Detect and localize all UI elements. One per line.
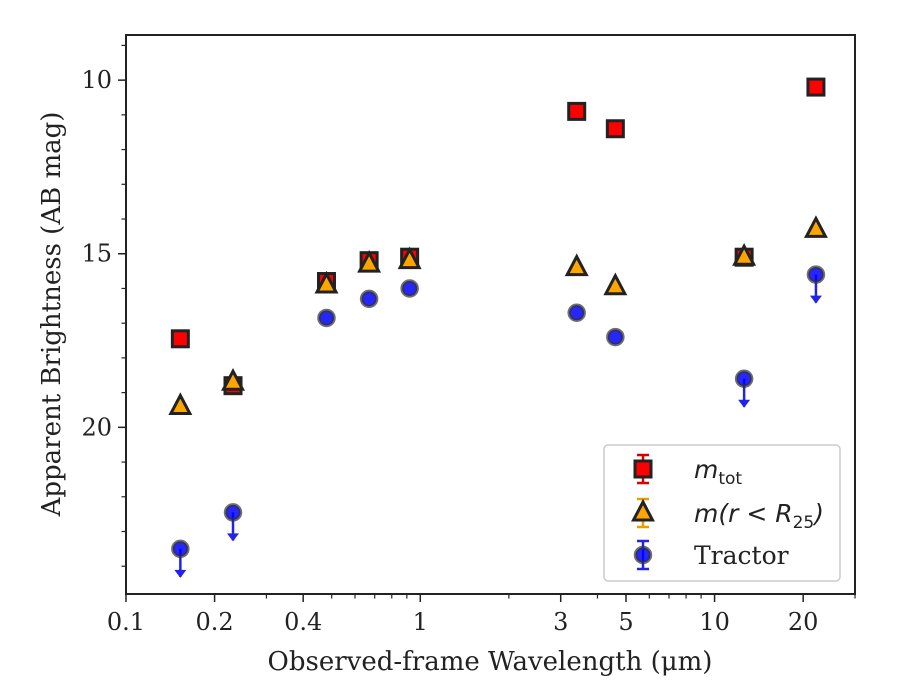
upper-limit-arrow-head	[227, 533, 240, 542]
x-tick-label: 0.4	[284, 608, 322, 636]
series-1-point	[732, 242, 757, 266]
legend-label-mr25-main: m(r < R	[694, 499, 793, 528]
data-marks	[168, 77, 828, 578]
series-1-point	[603, 272, 628, 296]
series-0-point	[605, 119, 625, 139]
series-2-point	[317, 308, 336, 328]
series-0-point	[567, 101, 587, 121]
y-tick-label: 15	[81, 240, 112, 268]
series-1-point	[168, 392, 193, 416]
x-tick-label: 10	[699, 608, 730, 636]
series-1-point	[803, 215, 828, 238]
series-2-point	[734, 369, 754, 388]
series-2-point	[171, 539, 190, 559]
x-tick-label: 5	[618, 608, 633, 636]
series-2-point	[806, 265, 826, 284]
legend-label-mtot: mtot	[694, 455, 742, 489]
legend-label-mtot-sub: tot	[718, 469, 742, 489]
series-2-point	[223, 503, 243, 522]
x-tick-label: 0.1	[107, 608, 145, 636]
series-1-point	[357, 249, 382, 273]
legend-label-mr25-close: )	[812, 499, 824, 528]
series-2-point	[606, 327, 625, 347]
legend-box	[603, 444, 841, 582]
legend-label-mr25-sub: 25	[793, 513, 815, 533]
legend-marker-0	[633, 459, 653, 479]
legend-label-mr25: m(r < R25)	[694, 499, 824, 533]
series-2-point	[400, 279, 419, 298]
x-tick-label: 1	[413, 608, 428, 636]
y-tick-label: 20	[81, 413, 112, 441]
series-1-point	[397, 246, 422, 270]
x-tick-label: 20	[788, 608, 819, 636]
upper-limit-arrow-head	[174, 569, 187, 578]
upper-limit-arrow-head	[738, 399, 751, 408]
series-1-point	[564, 253, 589, 277]
y-axis-label: Apparent Brightness (AB mag)	[37, 112, 67, 518]
series-0-point	[170, 329, 190, 349]
series-1-point	[221, 367, 245, 391]
axis-ticks: 0.1 0.2 0.4 1 3 5 10 20 10 15 20	[81, 44, 856, 636]
series-0-point	[806, 77, 826, 97]
x-tick-label: 0.2	[196, 608, 234, 636]
legend-label-mtot-main: m	[694, 455, 718, 484]
series-2-point	[567, 303, 586, 323]
legend: mtot m(r < R25) Tractor	[603, 444, 841, 582]
legend-marker-2	[633, 545, 653, 565]
series-1-point	[314, 270, 339, 294]
legend-marker-1	[631, 498, 655, 522]
x-axis-label: Observed-frame Wavelength (μm)	[268, 647, 713, 677]
legend-label-tractor: Tractor	[694, 541, 789, 570]
x-tick-label: 3	[553, 608, 568, 636]
y-tick-label: 10	[81, 66, 112, 94]
upper-limit-arrow-head	[809, 295, 822, 304]
series-2-point	[359, 289, 379, 309]
